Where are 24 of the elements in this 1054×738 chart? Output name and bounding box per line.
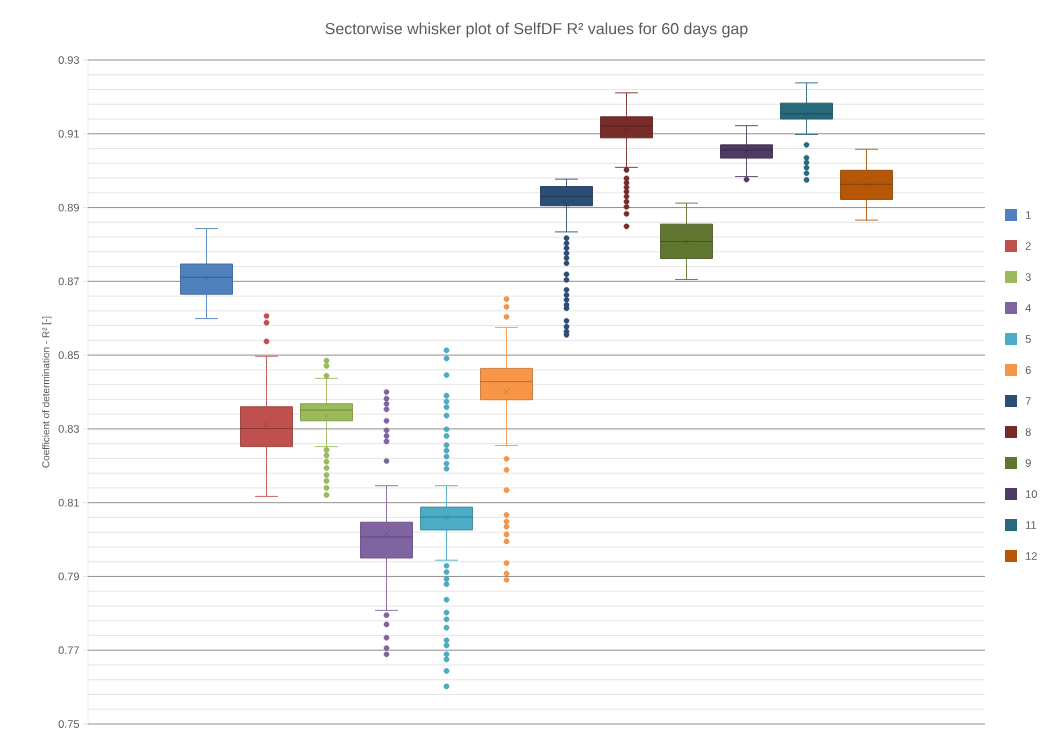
legend-label: 5 bbox=[1025, 335, 1031, 343]
y-tick-label: 0.75 bbox=[58, 720, 80, 728]
legend-label: 1 bbox=[1026, 211, 1031, 219]
y-tick-label: 0.93 bbox=[58, 56, 79, 64]
y-tick-label: 0.87 bbox=[58, 277, 79, 286]
y-tick-label: 0.89 bbox=[58, 203, 79, 212]
y-tick-label: 0.85 bbox=[58, 351, 80, 359]
y-tick-label: 0.83 bbox=[58, 425, 79, 433]
y-tick-label: 0.81 bbox=[58, 498, 79, 507]
legend-label: 12 bbox=[1026, 552, 1037, 560]
y-tick-label: 0.77 bbox=[58, 646, 79, 655]
legend-label: 2 bbox=[1025, 242, 1031, 250]
y-axis-title: Coefficient of determination - R² [-] bbox=[42, 316, 52, 468]
legend-label: 4 bbox=[1025, 304, 1031, 312]
y-tick-label: 0.79 bbox=[58, 572, 79, 581]
legend-label: 11 bbox=[1026, 521, 1037, 529]
legend-label: 9 bbox=[1025, 459, 1031, 467]
legend-label: 6 bbox=[1025, 366, 1031, 374]
chart-title: Sectorwise whisker plot of SelfDF R² values for 60 days gap bbox=[325, 22, 748, 38]
legend-label: 7 bbox=[1025, 397, 1031, 405]
legend-label: 8 bbox=[1025, 428, 1031, 436]
legend-label: 10 bbox=[1026, 490, 1037, 498]
y-tick-label: 0.91 bbox=[58, 129, 79, 138]
legend-label: 3 bbox=[1025, 273, 1031, 281]
